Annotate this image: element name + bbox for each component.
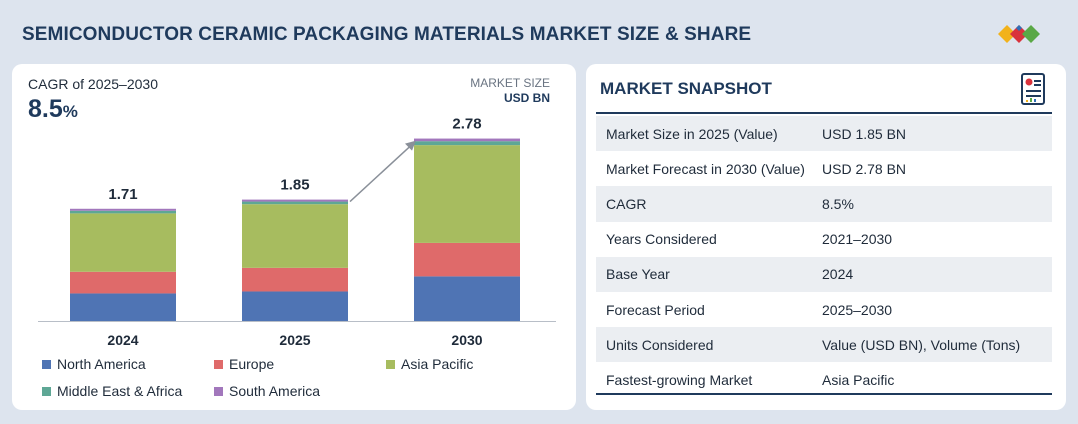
stacked-bar-chart: 1.71 2024 1.85 2025 2.78 2030 — [38, 116, 556, 348]
growth-arrow-icon — [349, 140, 416, 203]
snapshot-key: Units Considered — [606, 336, 714, 353]
snapshot-value: USD 1.85 BN — [822, 125, 907, 142]
bar-segment-2030-north-america — [414, 276, 520, 321]
snapshot-value: USD 2.78 BN — [822, 160, 907, 177]
bar-segment-2024-south-america — [70, 208, 176, 211]
snapshot-key: Market Forecast in 2030 (Value) — [606, 160, 805, 177]
snapshot-value: 2021–2030 — [822, 231, 893, 248]
legend-swatch — [214, 386, 223, 396]
snapshot-row: CAGR 8.5% — [596, 186, 1052, 222]
snapshot-key: CAGR — [606, 195, 647, 212]
page-title: SEMICONDUCTOR CERAMIC PACKAGING MATERIAL… — [22, 24, 752, 45]
bar-total-label-2024: 1.71 — [108, 186, 137, 203]
bar-segment-2024-asia-pacific — [70, 213, 176, 272]
legend-label: Asia Pacific — [401, 356, 474, 372]
snapshot-table: Market Size in 2025 (Value) USD 1.85 BN Ma… — [596, 116, 1052, 398]
legend-swatch — [214, 359, 223, 369]
bar-segment-2025-south-america — [242, 199, 348, 202]
x-tick-label-2024: 2024 — [107, 332, 138, 348]
bar-segment-2025-middle-east-africa — [242, 201, 348, 205]
snapshot-key: Years Considered — [606, 231, 717, 248]
legend-label: Middle East & Africa — [57, 383, 183, 399]
legend-item-europe: Europe — [214, 356, 274, 372]
legend-label: Europe — [229, 356, 275, 372]
legend-label: South America — [229, 383, 321, 399]
snapshot-title: MARKET SNAPSHOT — [600, 79, 772, 98]
cagr-label: CAGR of 2025–2030 — [28, 76, 158, 92]
legend-item-south-america: South America — [214, 383, 320, 399]
bar-segment-2025-asia-pacific — [242, 204, 348, 268]
snapshot-value: 2025–2030 — [822, 301, 893, 318]
legend-item-asia-pacific: Asia Pacific — [386, 356, 473, 372]
bar-total-label-2030: 2.78 — [452, 116, 481, 133]
bar-segment-2030-south-america — [414, 138, 520, 142]
legend-swatch — [42, 386, 51, 396]
snapshot-row: Fastest-growing Market Asia Pacific — [596, 362, 1052, 397]
snapshot-row: Units Considered Value (USD BN), Volume (… — [596, 327, 1052, 363]
market-size-label: MARKET SIZE — [470, 76, 550, 90]
market-snapshot-panel: MARKET SNAPSHOT Market Size in 2025 (Val… — [586, 64, 1066, 410]
bar-segment-2024-north-america — [70, 293, 176, 321]
snapshot-row: Market Size in 2025 (Value) USD 1.85 BN — [596, 116, 1052, 152]
legend-item-north-america: North America — [42, 356, 146, 372]
legend-label: North America — [57, 356, 146, 372]
growth-arrow-line — [349, 144, 413, 203]
report-document-icon — [1021, 73, 1045, 105]
legend-swatch — [42, 359, 51, 369]
snapshot-row: Years Considered 2021–2030 — [596, 222, 1052, 257]
bar-total-label-2025: 1.85 — [280, 177, 309, 194]
snapshot-key: Fastest-growing Market — [606, 371, 753, 388]
snapshot-value: Asia Pacific — [822, 371, 895, 388]
bar-segment-2030-europe — [414, 242, 520, 277]
snapshot-key: Base Year — [606, 266, 670, 283]
market-size-unit: USD BN — [503, 91, 550, 105]
brand-logo — [998, 25, 1040, 43]
snapshot-row: Market Forecast in 2030 (Value) USD 2.78 … — [596, 151, 1052, 186]
market-size-panel: CAGR of 2025–2030 8.5% MARKET SIZE USD B… — [12, 64, 576, 410]
snapshot-value: 8.5% — [822, 195, 854, 212]
x-tick-label-2025: 2025 — [279, 332, 310, 348]
bar-segment-2030-asia-pacific — [414, 145, 520, 243]
bar-segment-2025-north-america — [242, 291, 348, 321]
snapshot-row: Base Year 2024 — [596, 256, 1052, 292]
snapshot-row: Forecast Period 2025–2030 — [596, 292, 1052, 327]
bar-segment-2024-europe — [70, 271, 176, 294]
snapshot-value: Value (USD BN), Volume (Tons) — [822, 336, 1021, 353]
snapshot-key: Market Size in 2025 (Value) — [606, 125, 778, 142]
legend-item-middle-east-africa: Middle East & Africa — [42, 383, 182, 399]
bar-segment-2024-middle-east-africa — [70, 210, 176, 214]
growth-arrow-head — [405, 140, 416, 151]
snapshot-footer-rule — [596, 393, 1052, 395]
x-tick-label-2030: 2030 — [451, 332, 482, 348]
bar-segment-2030-middle-east-africa — [414, 141, 520, 146]
legend-swatch — [386, 359, 395, 369]
snapshot-value: 2024 — [822, 266, 854, 283]
bar-segment-2025-europe — [242, 267, 348, 292]
snapshot-header-rule — [596, 112, 1052, 114]
cagr-value: 8.5% — [28, 95, 78, 123]
snapshot-key: Forecast Period — [606, 301, 705, 318]
